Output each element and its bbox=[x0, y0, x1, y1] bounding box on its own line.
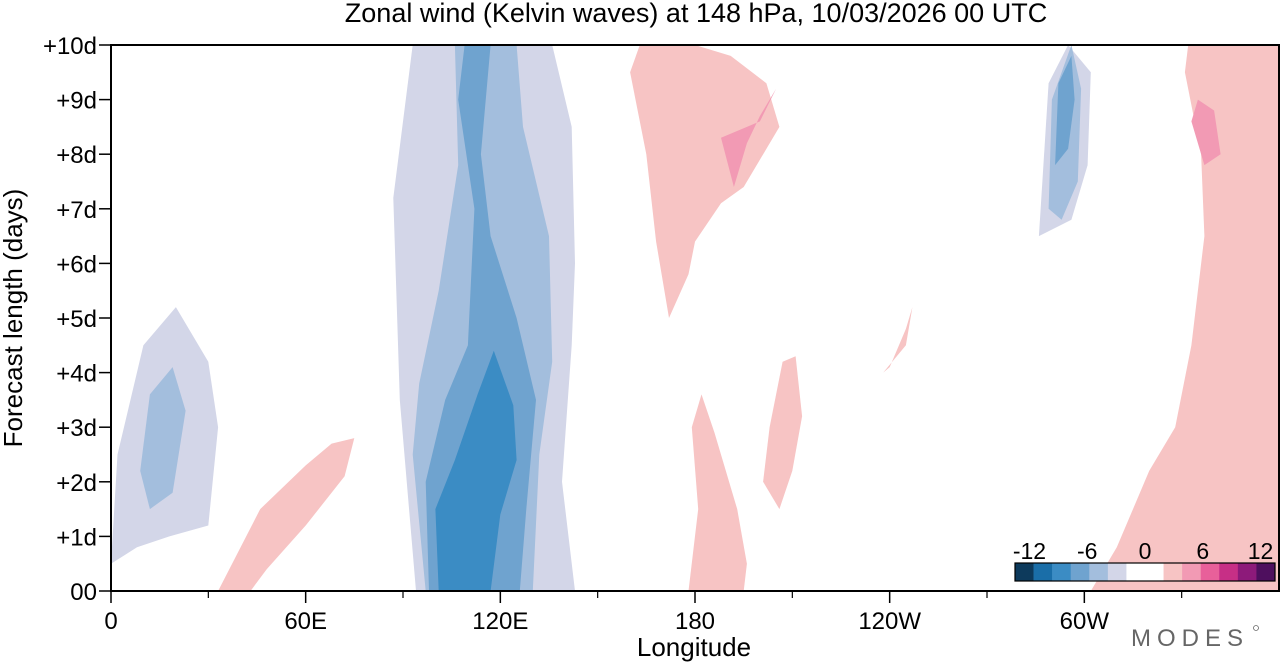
easterly-region-8 bbox=[1055, 55, 1075, 166]
colorbar-swatch-1 bbox=[1033, 563, 1053, 581]
colorbar-swatch-13 bbox=[1256, 563, 1276, 581]
colorbar-swatch-7 bbox=[1145, 563, 1164, 581]
x-tick-label-4: 120W bbox=[858, 608, 921, 635]
x-axis: 0 60E 120E 180 120W 60W bbox=[104, 591, 1183, 635]
westerly-region-16 bbox=[1191, 99, 1221, 166]
x-tick-label-0: 0 bbox=[104, 608, 117, 635]
y-tick-label-2: +2d bbox=[56, 470, 97, 497]
y-tick-label-4: +4d bbox=[56, 361, 97, 388]
y-tick-label-5: +5d bbox=[56, 306, 97, 333]
y-tick-label-8: +8d bbox=[56, 142, 97, 169]
colorbar-swatch-9 bbox=[1182, 563, 1202, 581]
brand-logo: MODES bbox=[1131, 625, 1259, 652]
colorbar-swatch-5 bbox=[1107, 563, 1127, 581]
colorbar-label-4: 12 bbox=[1248, 538, 1274, 564]
x-tick-label-5: 60W bbox=[1060, 608, 1110, 635]
y-tick-label-1: +1d bbox=[56, 524, 97, 551]
plot-area bbox=[111, 45, 1279, 591]
westerly-region-13 bbox=[763, 356, 803, 510]
colorbar: -12 -6 0 6 12 bbox=[1013, 538, 1276, 582]
svg-text:MODES: MODES bbox=[1131, 625, 1249, 652]
colorbar-swatch-10 bbox=[1200, 563, 1220, 581]
x-tick-label-1: 60E bbox=[284, 608, 327, 635]
westerly-region-12 bbox=[688, 394, 747, 591]
colorbar-label-0: -12 bbox=[1013, 538, 1046, 564]
colorbar-swatch-2 bbox=[1052, 563, 1072, 581]
colorbar-swatch-11 bbox=[1219, 563, 1239, 581]
y-axis: 00 +1d +2d +3d +4d +5d +6d +7d +8d +9d +10d bbox=[43, 33, 111, 606]
colorbar-label-3: 6 bbox=[1196, 538, 1209, 564]
easterly-region-5 bbox=[140, 367, 186, 510]
westerly-region-9 bbox=[218, 438, 355, 591]
westerly-region-14 bbox=[883, 307, 913, 373]
y-tick-label-0: 00 bbox=[70, 579, 97, 606]
chart-title: Zonal wind (Kelvin waves) at 148 hPa, 10… bbox=[345, 0, 1047, 28]
colorbar-label-2: 0 bbox=[1139, 538, 1152, 564]
westerly-region-15 bbox=[1090, 45, 1279, 591]
y-tick-label-6: +6d bbox=[56, 251, 97, 278]
colorbar-swatch-12 bbox=[1237, 563, 1257, 581]
westerly-region-10 bbox=[630, 45, 780, 318]
colorbar-swatch-8 bbox=[1163, 563, 1183, 581]
x-tick-label-2: 120E bbox=[472, 608, 528, 635]
colorbar-swatch-4 bbox=[1089, 563, 1109, 581]
westerly-region-11 bbox=[721, 88, 777, 187]
x-axis-label: Longitude bbox=[637, 632, 751, 662]
colorbar-swatch-0 bbox=[1015, 563, 1034, 581]
easterly-region-3 bbox=[435, 350, 517, 591]
y-tick-label-7: +7d bbox=[56, 197, 97, 224]
colorbar-label-1: -6 bbox=[1077, 538, 1097, 564]
y-axis-label: Forecast length (days) bbox=[0, 189, 28, 448]
x-tick-label-3: 180 bbox=[675, 608, 715, 635]
colorbar-swatch-6 bbox=[1126, 563, 1146, 581]
y-tick-label-10: +10d bbox=[43, 33, 97, 60]
colorbar-swatch-3 bbox=[1070, 563, 1090, 581]
y-tick-label-3: +3d bbox=[56, 415, 97, 442]
y-tick-label-9: +9d bbox=[56, 88, 97, 115]
